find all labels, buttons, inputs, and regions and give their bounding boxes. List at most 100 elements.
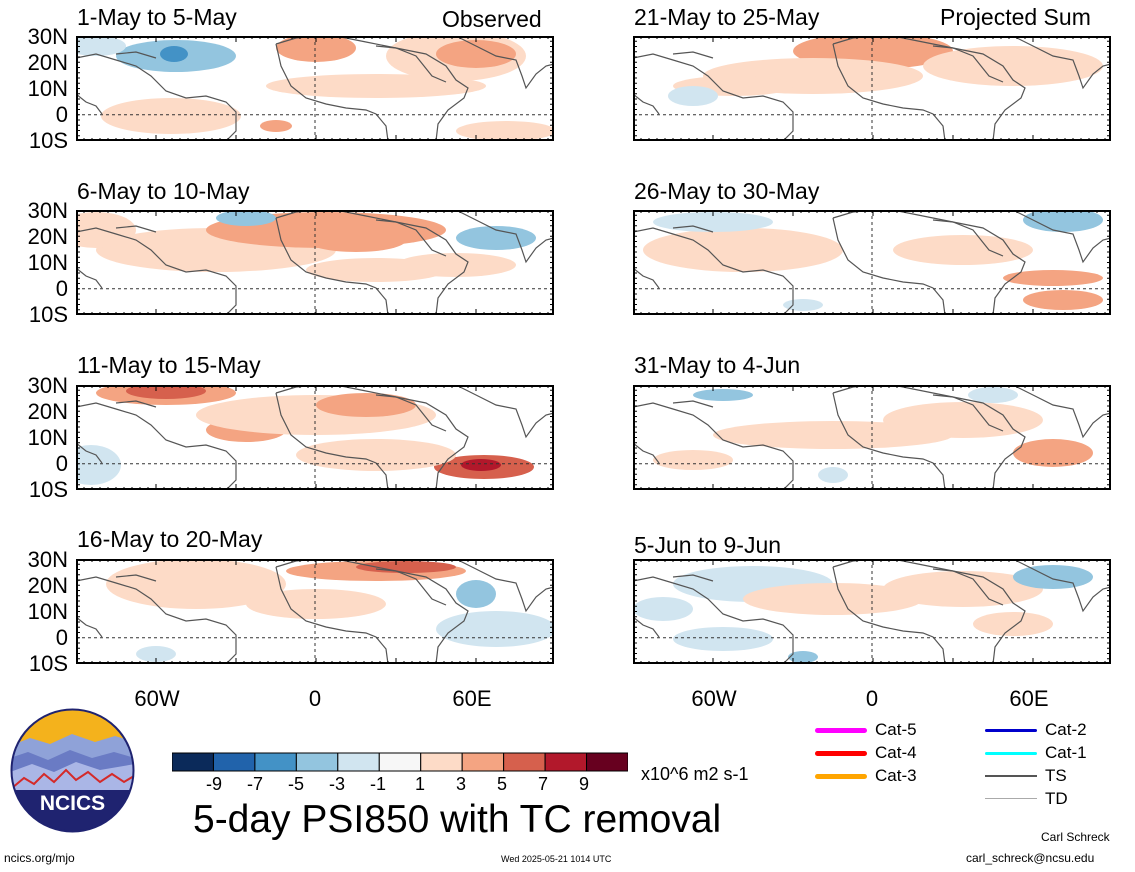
lat-label: 10N bbox=[27, 76, 68, 101]
coastline bbox=[455, 559, 554, 613]
lat-label: 10S bbox=[28, 477, 68, 502]
colorbar-label: -9 bbox=[205, 774, 223, 794]
colorbar-swatch bbox=[503, 752, 546, 772]
coastline bbox=[455, 210, 554, 264]
anomaly-contour bbox=[673, 627, 773, 651]
panel-title: 26-May to 30-May bbox=[634, 178, 820, 204]
anomaly-contour bbox=[1013, 439, 1093, 467]
lat-label: 10S bbox=[28, 651, 68, 676]
anomaly-contour bbox=[883, 402, 1043, 438]
anomaly-contour bbox=[136, 646, 176, 662]
anomaly-contour bbox=[316, 393, 416, 417]
coastline bbox=[275, 392, 389, 490]
anomaly-contour bbox=[893, 235, 1033, 265]
lat-label: 10N bbox=[27, 250, 68, 275]
anomaly-contour bbox=[160, 46, 188, 62]
map-panel bbox=[633, 559, 1111, 664]
lon-label: 0 bbox=[865, 686, 879, 711]
timestamp: Wed 2025-05-21 1014 UTC bbox=[501, 854, 612, 864]
coastline bbox=[633, 576, 794, 664]
legend-label: Cat-2 bbox=[1045, 720, 1087, 739]
anomaly-contour bbox=[456, 580, 496, 608]
colorbar bbox=[172, 752, 628, 772]
anomaly-contour bbox=[668, 86, 718, 106]
lat-label: 20N bbox=[27, 399, 68, 424]
website-link[interactable]: ncics.org/mjo bbox=[4, 851, 75, 865]
lat-label: 10S bbox=[28, 128, 68, 153]
coastline bbox=[115, 51, 157, 59]
anomaly-contour bbox=[743, 583, 923, 615]
anomaly-contour bbox=[633, 597, 693, 621]
coastline bbox=[932, 45, 1004, 83]
coastline bbox=[1012, 385, 1111, 439]
legend-label: Cat-4 bbox=[875, 743, 917, 762]
coastline bbox=[455, 36, 554, 90]
coastline bbox=[375, 568, 447, 606]
lat-label: 0 bbox=[55, 276, 68, 301]
coastline bbox=[115, 574, 157, 582]
lat-label: 10N bbox=[27, 599, 68, 624]
coastline bbox=[76, 53, 237, 141]
main-title: 5-day PSI850 with TC removal bbox=[193, 798, 722, 841]
colorbar-swatch bbox=[254, 752, 297, 772]
colorbar-label: 3 bbox=[455, 774, 467, 794]
legend-label: Cat-1 bbox=[1045, 743, 1087, 762]
author-name: Carl Schreck bbox=[1041, 830, 1110, 844]
lat-label: 10N bbox=[27, 425, 68, 450]
anomaly-contour bbox=[1003, 270, 1103, 286]
anomaly-contour bbox=[436, 40, 516, 68]
map-panel bbox=[633, 385, 1111, 490]
panel-tag: Observed bbox=[442, 6, 542, 32]
lon-label: 60W bbox=[134, 686, 180, 711]
coastline bbox=[832, 566, 946, 664]
lat-label: 30N bbox=[27, 547, 68, 572]
lat-label: 0 bbox=[55, 625, 68, 650]
anomaly-contour bbox=[126, 385, 206, 399]
colorbar-swatch bbox=[337, 752, 380, 772]
coastline bbox=[76, 442, 103, 464]
coastline bbox=[1012, 36, 1111, 90]
coastline bbox=[275, 217, 389, 315]
coastline bbox=[832, 392, 946, 490]
coastline bbox=[633, 442, 660, 464]
panel-title: 11-May to 15-May bbox=[77, 352, 261, 378]
panel-title: 5-Jun to 9-Jun bbox=[634, 532, 782, 558]
coastline bbox=[633, 227, 794, 315]
coastline bbox=[932, 394, 1004, 432]
anomaly-contour bbox=[643, 228, 843, 272]
colorbar-label: -1 bbox=[369, 774, 387, 794]
lat-label: 30N bbox=[27, 373, 68, 398]
lon-label: 60E bbox=[1009, 686, 1049, 711]
colorbar-units: x10^6 m2 s-1 bbox=[641, 764, 749, 784]
coastline bbox=[76, 576, 237, 664]
anomaly-contour bbox=[456, 226, 536, 250]
lat-label: 0 bbox=[55, 451, 68, 476]
coastline bbox=[932, 219, 1004, 257]
anomaly-contour bbox=[436, 611, 554, 647]
anomaly-contour bbox=[296, 439, 456, 471]
anomaly-contour bbox=[276, 36, 356, 62]
coastline bbox=[375, 394, 447, 432]
coastline bbox=[115, 225, 157, 233]
logo-text: NCICS bbox=[40, 792, 105, 815]
anomaly-contour bbox=[396, 253, 516, 277]
coastline bbox=[76, 267, 103, 289]
colorbar-label: 7 bbox=[537, 774, 549, 794]
coastline bbox=[672, 574, 714, 582]
coastline bbox=[115, 400, 157, 408]
anomaly-contour bbox=[306, 228, 406, 252]
anomaly-contour bbox=[788, 651, 818, 663]
lat-label: 0 bbox=[55, 102, 68, 127]
anomaly-contour bbox=[818, 467, 848, 483]
coastline bbox=[633, 616, 660, 638]
colorbar-label: 5 bbox=[496, 774, 508, 794]
lat-label: 10S bbox=[28, 302, 68, 327]
anomaly-contour bbox=[461, 459, 501, 471]
panel-title: 31-May to 4-Jun bbox=[634, 352, 801, 378]
anomaly-contour bbox=[260, 120, 292, 132]
lon-label: 60E bbox=[452, 686, 492, 711]
author-email[interactable]: carl_schreck@ncsu.edu bbox=[966, 851, 1095, 865]
anomaly-contour bbox=[923, 46, 1103, 86]
lat-label: 30N bbox=[27, 24, 68, 49]
colorbar-swatch bbox=[295, 752, 339, 772]
